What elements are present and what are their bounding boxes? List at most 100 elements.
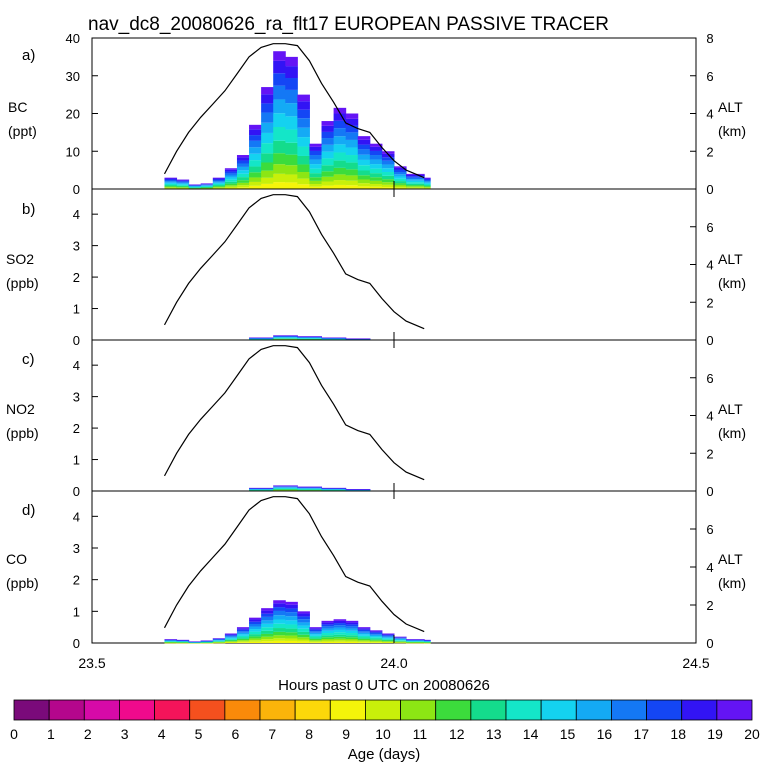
age-band-bar: [394, 637, 407, 639]
age-band-bar: [406, 642, 425, 644]
age-band-bar: [273, 489, 298, 491]
age-band-bar: [333, 107, 347, 114]
age-band-bar: [394, 186, 407, 188]
y-tick-label: 1: [73, 453, 80, 468]
y-tick-label: 3: [73, 239, 80, 254]
age-band-bar: [273, 610, 286, 616]
age-band-bar: [424, 640, 431, 642]
age-band-bar: [188, 186, 202, 187]
age-band-bar: [406, 640, 425, 642]
age-band-bar: [333, 160, 347, 168]
age-band-bar: [369, 150, 383, 156]
age-band-bar: [345, 630, 359, 634]
age-band-bar: [249, 626, 262, 630]
age-band-bar: [345, 637, 359, 640]
age-band-bar: [357, 144, 371, 150]
age-band-bar: [381, 635, 395, 636]
age-band-bar: [333, 152, 347, 161]
y2-tick-label: 0: [706, 484, 713, 499]
age-band-bar: [176, 181, 190, 182]
age-band-bar: [273, 338, 298, 339]
age-band-bar: [321, 487, 347, 489]
age-band-bar: [345, 175, 359, 181]
age-band-bar: [297, 338, 323, 339]
age-band-bar: [369, 639, 383, 641]
age-band-bar: [261, 177, 274, 184]
age-band-bar: [188, 188, 202, 189]
age-band-bar: [236, 635, 250, 638]
age-band-bar: [297, 489, 323, 490]
colorbar-swatch: [716, 699, 753, 721]
age-band-bar: [176, 180, 190, 182]
age-band-bar: [212, 183, 226, 186]
age-band-bar: [381, 641, 395, 643]
age-band-bar: [297, 616, 310, 620]
age-band-bar: [357, 640, 371, 642]
age-band-bar: [164, 179, 178, 181]
age-band-bar: [381, 184, 395, 188]
age-band-bar: [273, 487, 298, 489]
age-band-bar: [285, 624, 298, 629]
age-band-bar: [309, 159, 323, 165]
age-band-bar: [236, 631, 250, 633]
age-band-bar: [321, 635, 335, 638]
y2-tick-label: 4: [706, 258, 713, 273]
age-band-bar: [249, 631, 262, 635]
age-band-bar: [406, 639, 425, 640]
age-band-bar: [381, 636, 395, 638]
age-band-bar: [394, 183, 407, 185]
altitude-line: [163, 496, 425, 633]
age-band-bar: [297, 172, 310, 179]
age-band-bar: [321, 626, 335, 629]
age-band-bar: [236, 641, 250, 643]
age-band-bar: [333, 113, 347, 121]
age-band-bar: [188, 185, 202, 187]
age-band-bar: [212, 185, 226, 187]
age-band-bar: [369, 184, 383, 187]
age-band-bar: [321, 633, 335, 636]
age-band-bar: [200, 187, 214, 189]
y2-axis-unit: (km): [718, 275, 746, 291]
x-tick-label: 24.0: [380, 655, 407, 671]
age-band-bar: [297, 619, 310, 623]
age-band-bar: [357, 170, 371, 176]
age-band-bar: [285, 103, 298, 117]
panel-no2: c) NO2 (ppb) ALT (km) 0 1 2 3 4 0 2 4 6: [6, 339, 746, 499]
age-band-bar: [249, 338, 274, 339]
age-band-bar: [224, 168, 238, 170]
age-band-bar: [345, 132, 359, 140]
age-band-bar: [261, 94, 274, 104]
age-band-bar: [273, 182, 286, 189]
age-band-bar: [381, 151, 395, 154]
age-band-bar: [394, 178, 407, 182]
age-band-bar: [369, 640, 383, 642]
y-tick-label: 0: [73, 484, 80, 499]
age-band-bar: [249, 636, 262, 639]
age-band-bar: [369, 155, 383, 160]
age-band-bar: [369, 146, 383, 151]
colorbar-label: Age (days): [348, 746, 421, 763]
age-band-bar: [357, 642, 371, 643]
age-band-bar: [224, 642, 238, 644]
age-band-bar: [394, 174, 407, 177]
age-band-bar: [273, 99, 286, 114]
age-band-bar: [285, 182, 298, 189]
age-band-bar: [236, 185, 250, 188]
age-band-bar: [357, 628, 371, 630]
colorbar-tick-label: 18: [670, 726, 686, 742]
age-band-bar: [249, 185, 262, 189]
altitude-line: [163, 345, 425, 481]
age-band-bar: [249, 640, 262, 642]
colorbar-swatch: [575, 699, 612, 721]
y2-tick-label: 0: [706, 636, 713, 651]
colorbar-swatch: [435, 699, 472, 721]
y2-tick-label: 4: [706, 107, 713, 122]
age-band-bar: [273, 153, 286, 165]
age-band-bar: [224, 637, 238, 639]
age-band-bar: [273, 173, 286, 183]
age-band-bar: [394, 637, 407, 638]
altitude-line: [163, 43, 425, 179]
y2-tick-label: 2: [706, 295, 713, 310]
age-band-bar: [321, 165, 335, 172]
age-band-bar: [369, 186, 383, 189]
